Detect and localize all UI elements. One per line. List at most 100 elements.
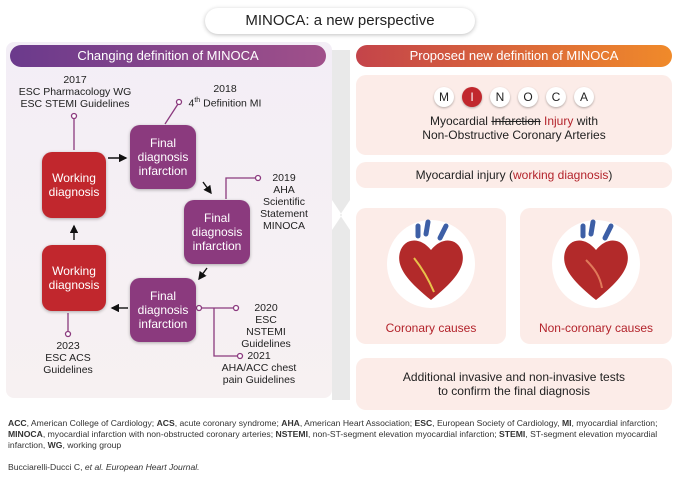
expansion-line: Non-Obstructive Coronary Arteries <box>422 128 606 142</box>
abbreviation-definition: , working group <box>62 440 122 450</box>
milestone-lines <box>67 103 256 357</box>
cause-label: Non-coronary causes <box>538 321 654 335</box>
box-line: diagnosis <box>137 303 189 317</box>
note-line: 2020 <box>254 302 278 314</box>
dot <box>232 304 240 312</box>
acronym-letter: O <box>518 87 538 107</box>
note-line: MINOCA <box>263 220 305 232</box>
right-header: Proposed new definition of MINOCA <box>356 45 672 67</box>
arrow <box>198 267 208 281</box>
box-line: Working <box>52 264 96 278</box>
page-title: MINOCA: a new perspective <box>205 8 475 34</box>
heart-illustration <box>387 219 475 308</box>
abbreviation: MINOCA <box>8 429 43 439</box>
working-card: Myocardial injury (working diagnosis) <box>356 162 672 188</box>
box-line: infarction <box>138 317 188 331</box>
text: Myocardial injury ( <box>415 168 513 182</box>
cause-label: Coronary causes <box>385 321 477 335</box>
note-line: 4th Definition MI <box>180 95 270 110</box>
note-line: 2019 <box>272 172 296 184</box>
flow-arrows <box>69 153 212 313</box>
dot <box>195 304 203 312</box>
heart <box>564 240 628 300</box>
note-line: pain Guidelines <box>222 374 296 386</box>
milestone-2020: 2020 ESC NSTEMI Guidelines <box>236 302 296 350</box>
box-line: diagnosis <box>48 185 100 199</box>
note-line: Guidelines <box>43 364 93 376</box>
abbreviations: ACC, American College of Cardiology; ACS… <box>8 418 672 451</box>
citation-journal: et al. European Heart Journal. <box>84 462 200 472</box>
abbreviation-definition: , European Society of Cardiology, <box>432 418 562 428</box>
expansion-line: Myocardial Infarction Injury with <box>356 114 672 128</box>
replacement-word: Injury <box>540 114 574 128</box>
cause-card: Non-coronary causes <box>520 208 672 344</box>
milestone-line <box>213 308 238 357</box>
highlight: working diagnosis <box>512 168 609 182</box>
note-line: AHA/ACC chest <box>221 362 297 374</box>
heart <box>399 240 463 300</box>
abbreviation-definition: , ST-segment elevation myocardial infarc… <box>8 429 658 450</box>
abbreviation: ESC <box>414 418 433 428</box>
abbreviation: NSTEMI <box>275 429 308 439</box>
note-text: Definition MI <box>200 97 262 110</box>
milestone-dots <box>64 98 262 360</box>
box-line: Working <box>52 171 96 185</box>
tests-card: Additional invasive and non-invasive tes… <box>356 358 672 410</box>
note-line: ESC NSTEMI <box>246 314 286 338</box>
working-box: Working diagnosis <box>42 152 106 218</box>
dot <box>236 352 244 360</box>
abbreviation: ACS <box>156 418 175 428</box>
acronym-letter: A <box>574 87 594 107</box>
note-line: AHA <box>273 184 295 196</box>
cause-card: Coronary causes <box>356 208 506 344</box>
acronym-letter: N <box>490 87 510 107</box>
tests-line: to confirm the final diagnosis <box>437 384 591 398</box>
abbreviation: AHA <box>281 418 300 428</box>
text: with <box>573 114 599 128</box>
box-line: infarction <box>138 164 188 178</box>
left-header: Changing definition of MINOCA <box>10 45 326 67</box>
dot <box>64 330 72 338</box>
box-line: Final <box>203 211 230 225</box>
abbreviation: MI <box>561 418 572 428</box>
note-line: 2023 <box>56 340 80 352</box>
abbreviation: WG <box>47 440 63 450</box>
ordinal-suffix: th <box>194 97 201 104</box>
abbreviation-definition: , myocardial infarction; <box>571 418 658 428</box>
abbreviation-definition: , myocardial infarction with non-obstruc… <box>42 429 276 439</box>
note-line: 2021 <box>247 350 271 362</box>
citation: Bucciarelli-Ducci C, et al. European Hea… <box>8 462 200 472</box>
acronym-letter: C <box>546 87 566 107</box>
acronym-letter: I <box>462 87 482 107</box>
milestone-2017: 2017 ESC Pharmacology WG ESC STEMI Guide… <box>10 74 140 110</box>
milestone-2018: 2018 4th Definition MI <box>180 83 270 110</box>
dot <box>175 98 183 106</box>
note-line: ESC Pharmacology WG <box>18 86 132 98</box>
abbreviation: STEMI <box>499 429 526 439</box>
tests-line: Additional invasive and non-invasive tes… <box>402 370 626 384</box>
milestone-line <box>164 103 179 125</box>
abbreviation-definition: , American College of Cardiology; <box>26 418 157 428</box>
ordinal: 4 <box>188 97 195 110</box>
arrow <box>202 181 212 195</box>
note-line: 2018 <box>213 83 237 95</box>
dot <box>254 174 262 182</box>
struck-word: Infarction <box>491 114 541 128</box>
abbreviation-definition: , acute coronary syndrome; <box>174 418 282 428</box>
heart-illustration <box>552 219 640 308</box>
abbreviation: ACC <box>8 418 27 428</box>
note-line: ESC ACS <box>45 352 91 364</box>
divider-chevron <box>332 50 350 400</box>
artery <box>585 259 603 289</box>
dot <box>70 112 78 120</box>
box-line: diagnosis <box>48 278 100 292</box>
final-box: Final diagnosis infarction <box>130 125 196 189</box>
note-line: Guidelines <box>241 338 291 350</box>
artery <box>413 257 435 293</box>
abbreviation-definition: , non-ST-segment elevation myocardial in… <box>307 429 500 439</box>
